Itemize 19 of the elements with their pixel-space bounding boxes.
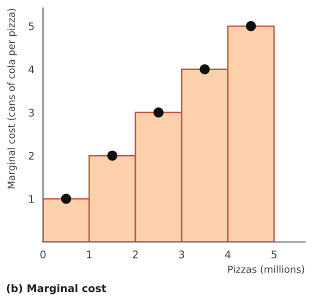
x-tick-label: 3 [179, 250, 184, 258]
x-tick-label: 0 [40, 250, 46, 258]
point [246, 21, 256, 32]
y-tick-label: 5 [28, 22, 34, 30]
point [153, 107, 164, 118]
point [61, 194, 72, 204]
y-tick-label: 2 [28, 152, 34, 160]
text: (b) Marginal cost [6, 284, 106, 294]
y-axis-title: Marginal cost (cans of cola per pizza) [7, 8, 17, 188]
y-tick-label: 1 [29, 195, 34, 203]
y-tick-label: 3 [28, 108, 34, 117]
point [200, 64, 210, 74]
x-axis-title: Pizzas (millions) [228, 265, 304, 274]
y-tick-label: 4 [28, 66, 34, 74]
x-tick-label: 5 [272, 250, 276, 258]
x-tick-label: 4 [225, 250, 231, 258]
point [107, 150, 118, 161]
x-tick-label: 1 [87, 250, 92, 258]
x-tick-label: 2 [132, 250, 138, 258]
